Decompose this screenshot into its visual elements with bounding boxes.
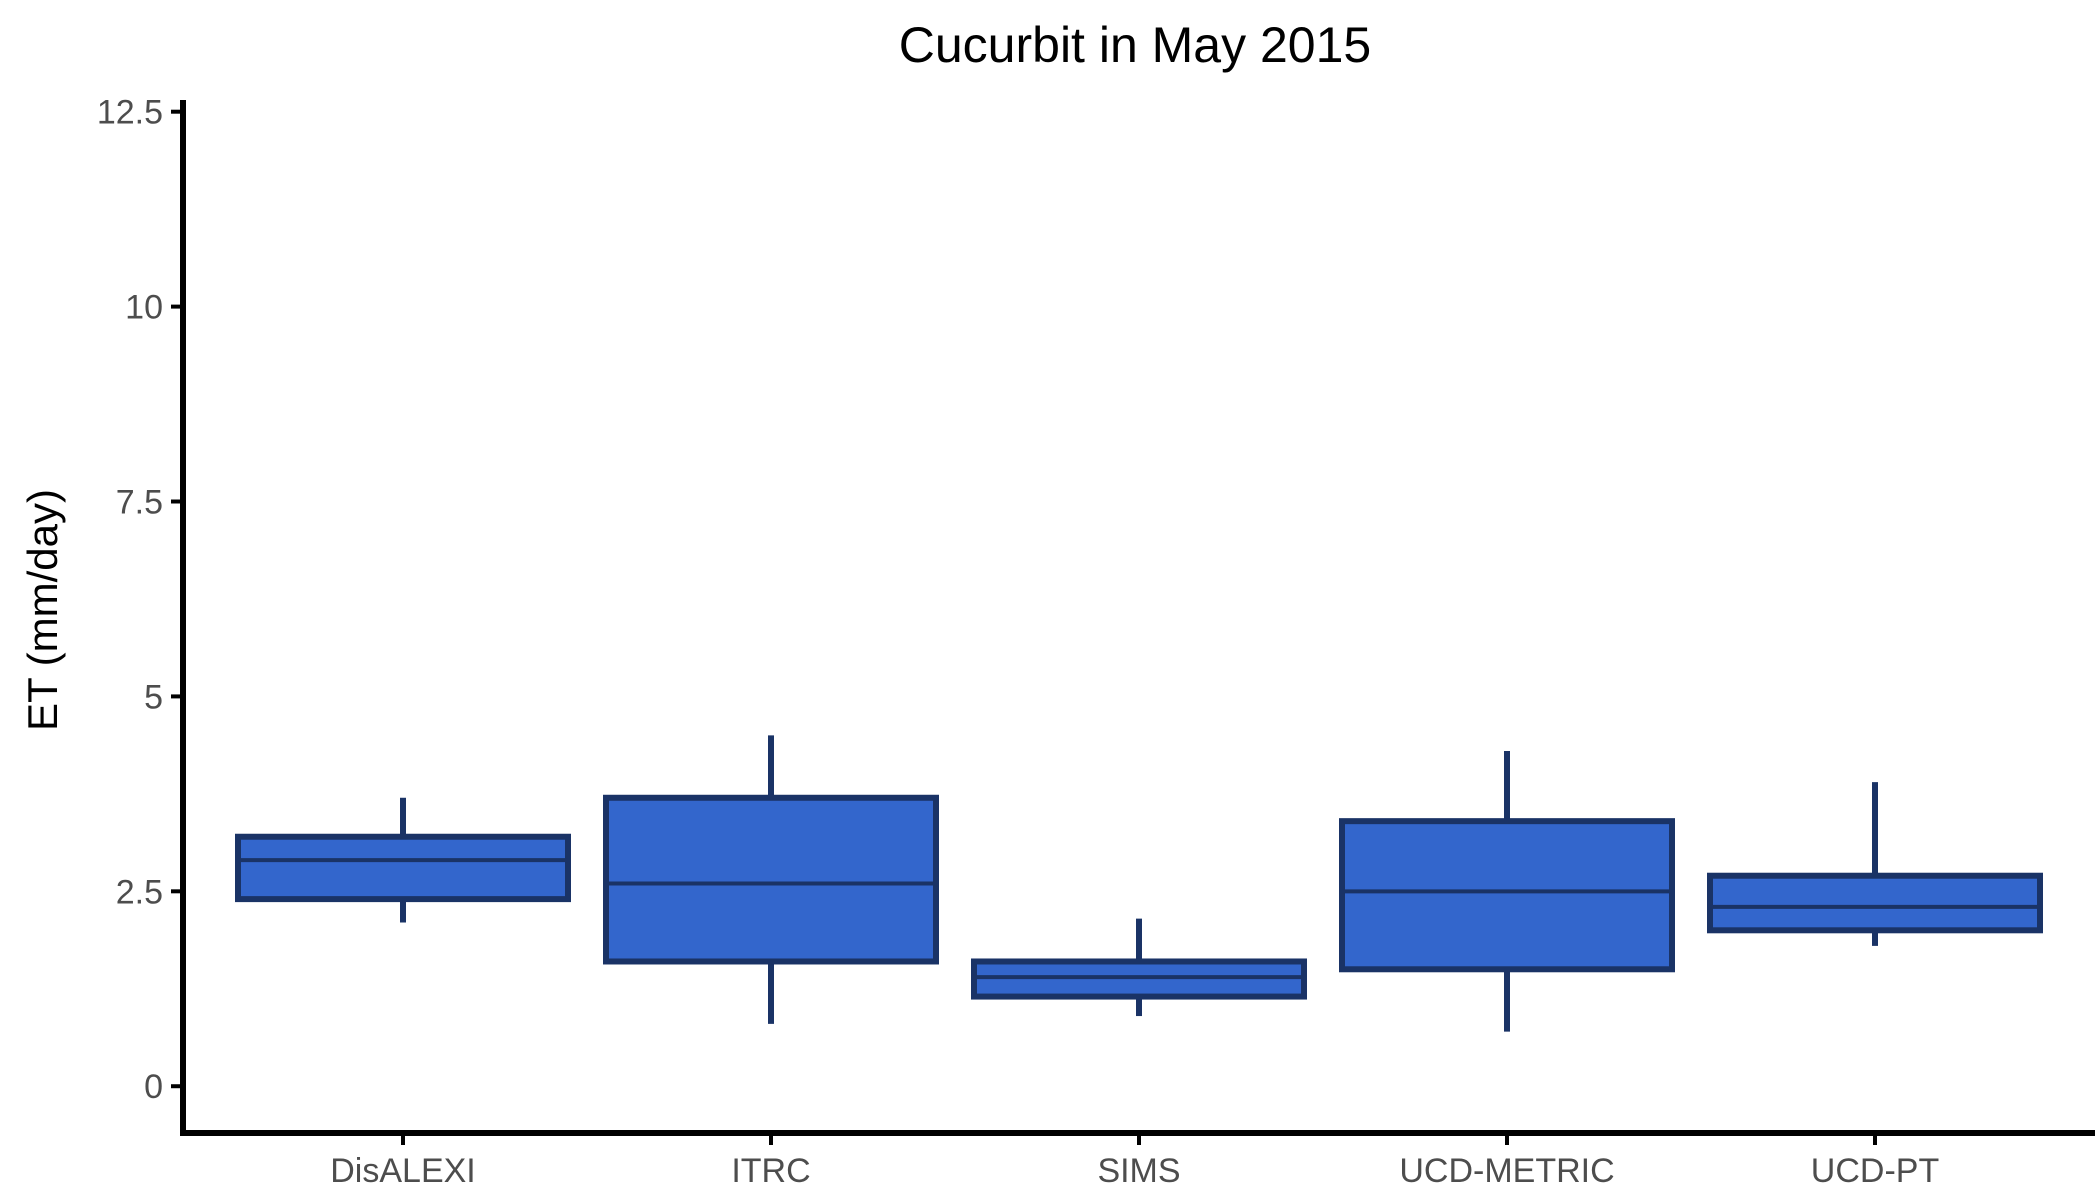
y-axis-label: ET (mm/day)	[19, 489, 66, 731]
box-ucd-pt	[1707, 872, 2043, 934]
x-tick-label: DisALEXI	[330, 1152, 476, 1190]
box-group-itrc	[603, 735, 939, 1024]
y-tick-label: 0	[144, 1068, 163, 1106]
x-tick-label: ITRC	[731, 1152, 810, 1190]
y-axis-ticks: 0 2.5 5 7.5 10 12.5	[97, 94, 183, 1106]
x-axis-ticks: DisALEXI ITRC SIMS UCD-METRIC UCD-PT	[330, 1133, 1939, 1190]
box-group-ucd-pt	[1707, 782, 2043, 946]
y-tick-label: 10	[125, 289, 163, 327]
y-tick-label: 2.5	[116, 873, 163, 911]
chart-title: Cucurbit in May 2015	[899, 17, 1371, 73]
y-tick-label: 7.5	[116, 484, 163, 522]
box-group-disalexi	[235, 797, 571, 923]
box-itrc	[603, 794, 939, 965]
box-group-ucd-metric	[1339, 750, 1675, 1032]
y-tick-label: 12.5	[97, 94, 163, 132]
box-group-sims	[971, 918, 1307, 1017]
box-disalexi	[235, 833, 571, 903]
x-tick-label: UCD-PT	[1811, 1152, 1939, 1190]
y-tick-label: 5	[144, 678, 163, 716]
x-tick-label: SIMS	[1097, 1152, 1180, 1190]
x-tick-label: UCD-METRIC	[1399, 1152, 1614, 1190]
plot-area	[235, 735, 2043, 1032]
box-ucd-metric	[1339, 818, 1675, 973]
